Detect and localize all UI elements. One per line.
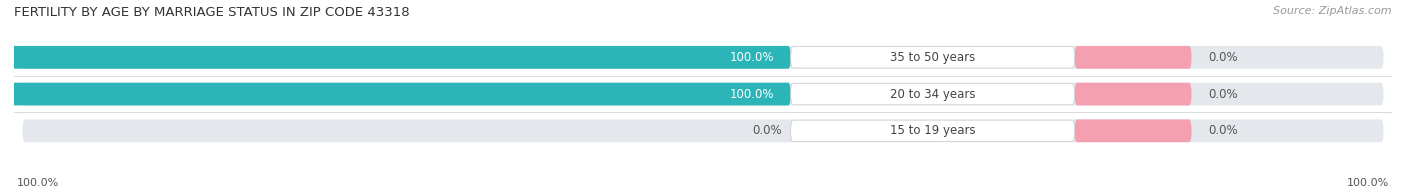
- FancyBboxPatch shape: [790, 120, 1074, 142]
- Text: 35 to 50 years: 35 to 50 years: [890, 51, 976, 64]
- FancyBboxPatch shape: [0, 83, 790, 105]
- FancyBboxPatch shape: [22, 119, 1384, 142]
- Text: 100.0%: 100.0%: [730, 51, 773, 64]
- Text: 100.0%: 100.0%: [1347, 178, 1389, 188]
- FancyBboxPatch shape: [1074, 46, 1191, 69]
- FancyBboxPatch shape: [790, 47, 1074, 68]
- FancyBboxPatch shape: [22, 46, 1384, 69]
- FancyBboxPatch shape: [22, 83, 1384, 105]
- Text: 0.0%: 0.0%: [752, 124, 782, 137]
- Text: 0.0%: 0.0%: [1208, 124, 1237, 137]
- Text: 0.0%: 0.0%: [1208, 88, 1237, 101]
- Text: 0.0%: 0.0%: [1208, 51, 1237, 64]
- Text: 20 to 34 years: 20 to 34 years: [890, 88, 976, 101]
- FancyBboxPatch shape: [1074, 119, 1191, 142]
- FancyBboxPatch shape: [790, 83, 1074, 105]
- FancyBboxPatch shape: [0, 46, 790, 69]
- Text: 15 to 19 years: 15 to 19 years: [890, 124, 976, 137]
- Text: Source: ZipAtlas.com: Source: ZipAtlas.com: [1274, 6, 1392, 16]
- Text: 100.0%: 100.0%: [730, 88, 773, 101]
- Text: FERTILITY BY AGE BY MARRIAGE STATUS IN ZIP CODE 43318: FERTILITY BY AGE BY MARRIAGE STATUS IN Z…: [14, 6, 409, 19]
- FancyBboxPatch shape: [1074, 83, 1191, 105]
- Text: 100.0%: 100.0%: [17, 178, 59, 188]
